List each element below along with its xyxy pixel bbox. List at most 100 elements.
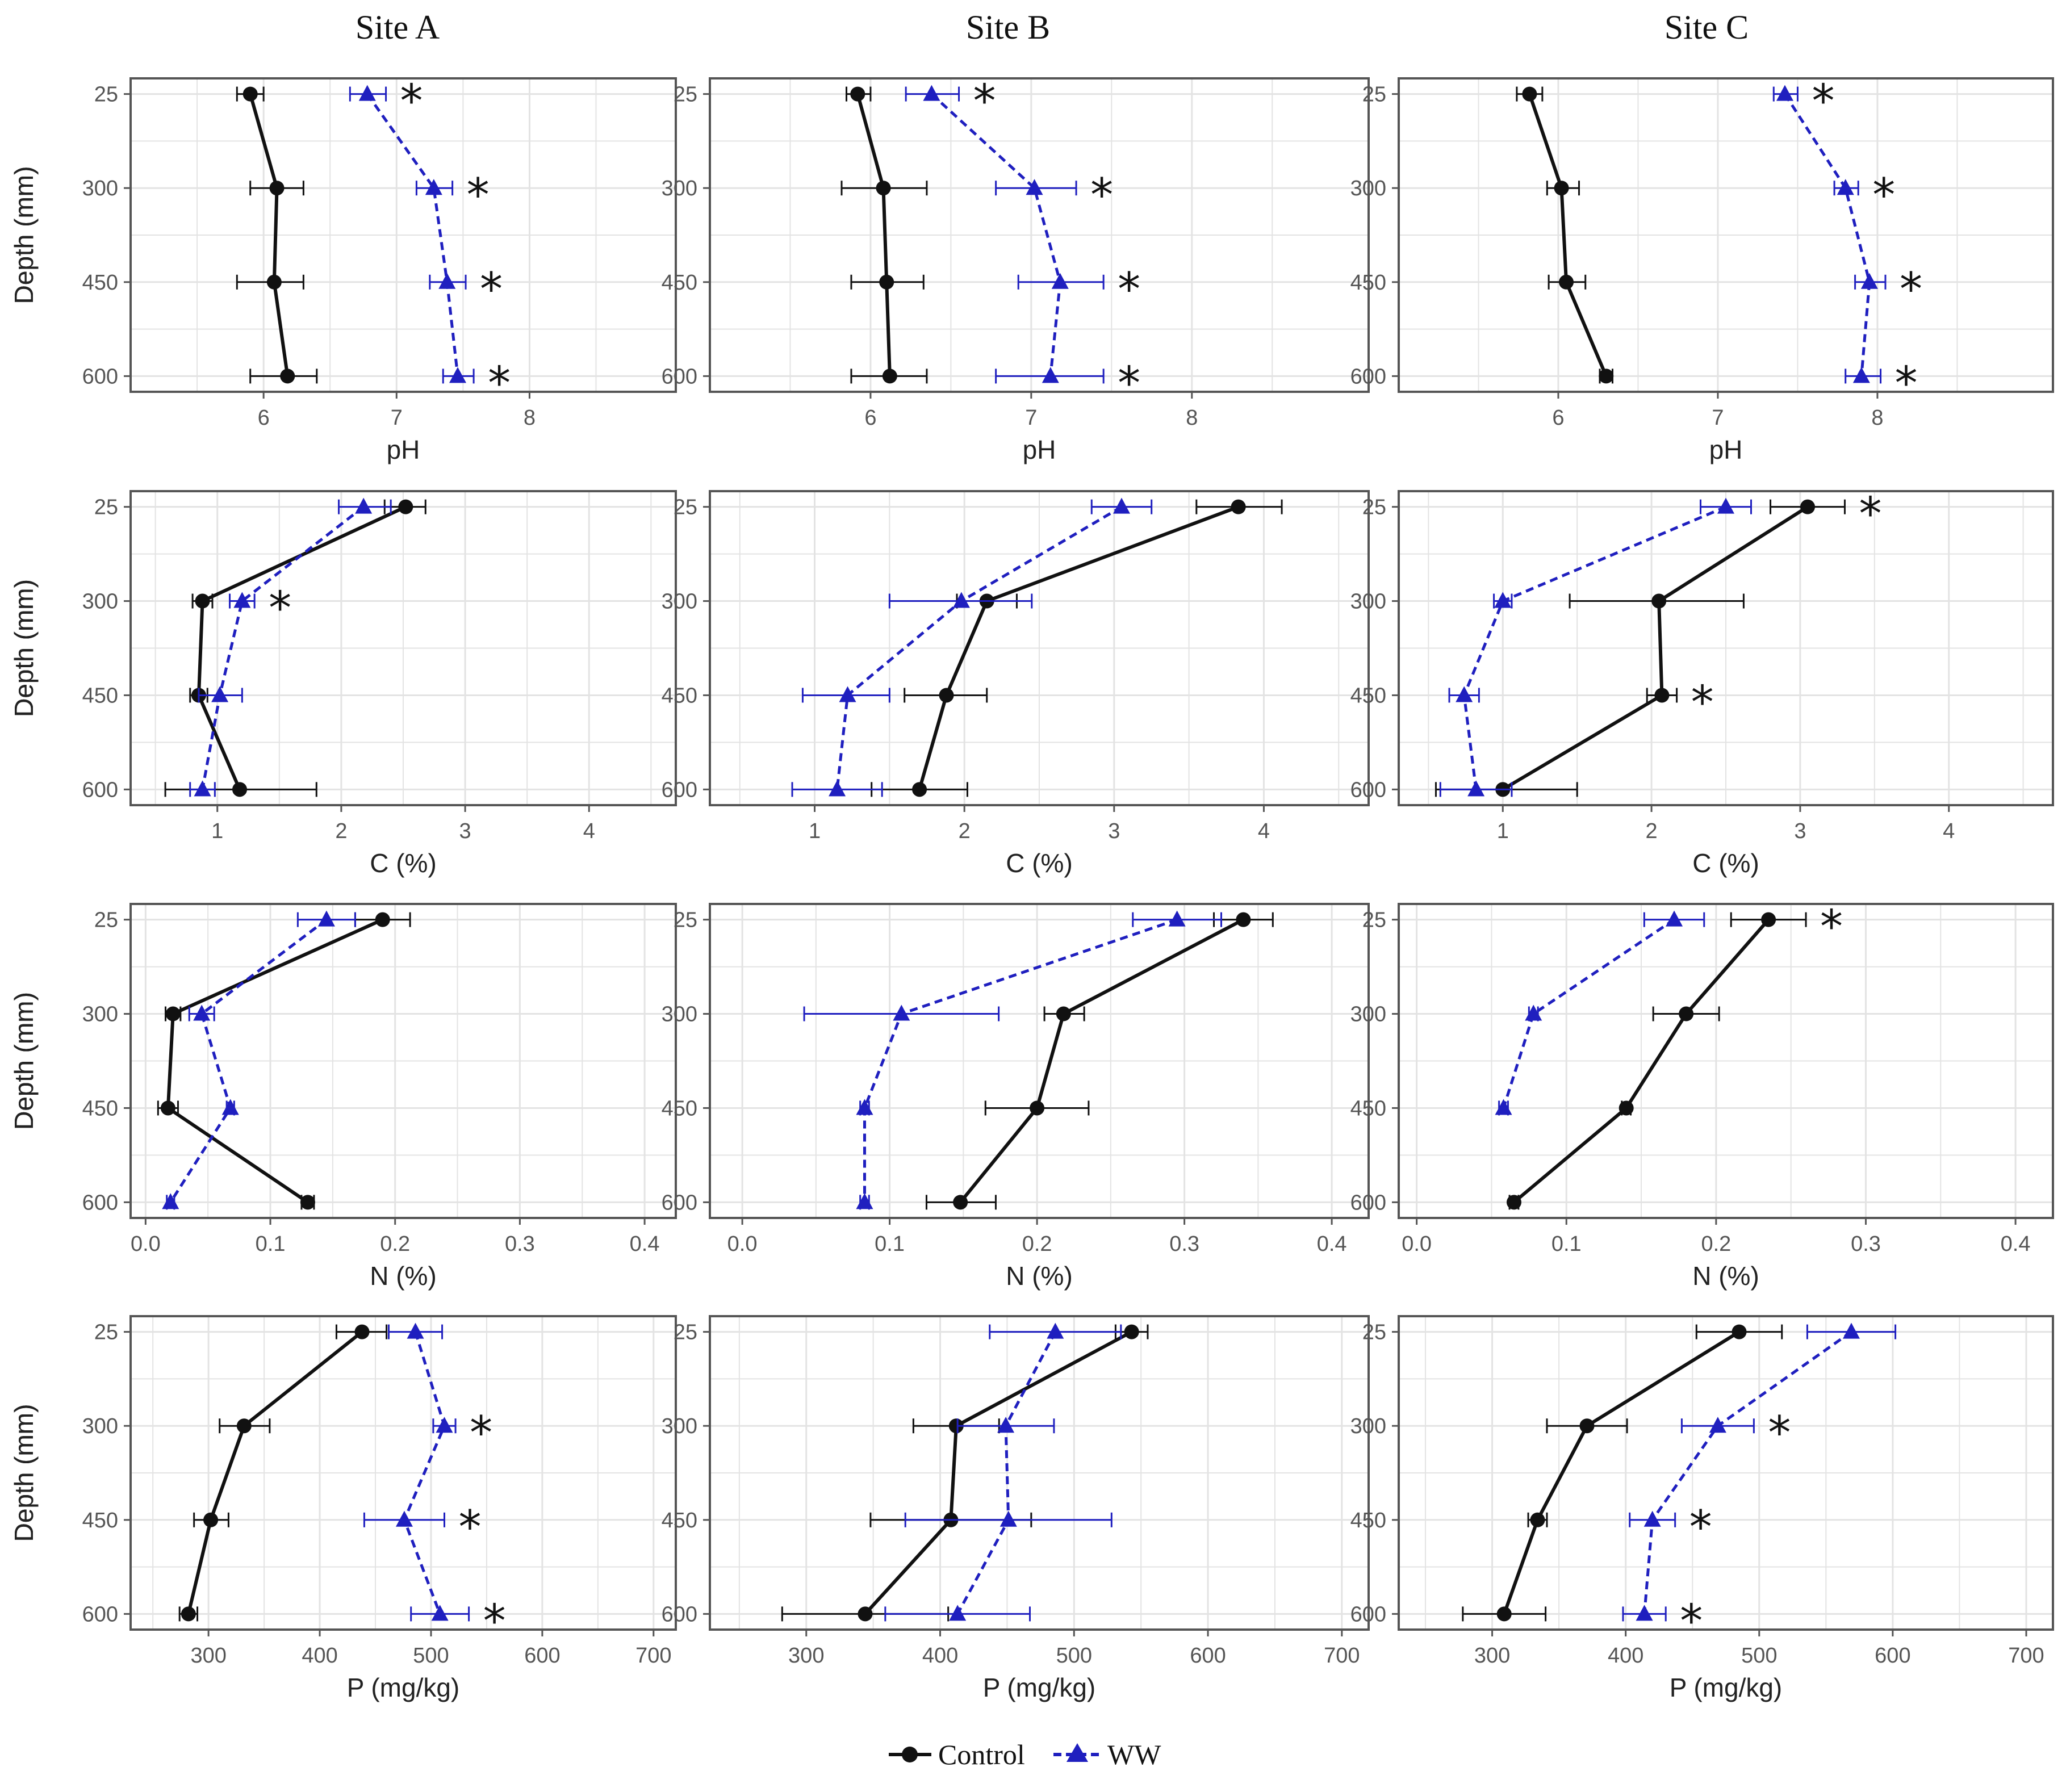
data-point — [1124, 1324, 1139, 1339]
panel-n-site-b: 0.0 0.1 0.2 0.3 0.4 N (%) 25 300 450 600 Depth (mm… — [9, 903, 1370, 1291]
data-point — [1559, 274, 1574, 290]
data-point — [193, 1004, 211, 1021]
y-tick-label: 600 — [82, 1191, 118, 1215]
x-tick-label: 0.2 — [1022, 1232, 1052, 1256]
y-tick-label: 600 — [82, 365, 118, 388]
data-point — [436, 1417, 453, 1433]
y-tick-label: 450 — [1350, 271, 1386, 295]
panel-frame — [709, 1315, 1370, 1631]
panel-frame — [129, 903, 677, 1219]
y-tick-label: 450 — [662, 1096, 697, 1120]
series-line — [959, 918, 1244, 1204]
y-tick-label: 25 — [674, 496, 697, 520]
x-tick-label: 300 — [788, 1644, 824, 1668]
data-point — [1761, 912, 1776, 927]
panel-c-site-a: 1 2 3 4 C (%) 25 300 450 600 Depth (mm) * — [9, 490, 677, 878]
y-tick-label: 300 — [82, 1003, 118, 1027]
panel-p-site-c: 300 400 500 600 700 P (mg/kg) 25 300 450 600 Depth… — [9, 1315, 2054, 1702]
x-tick-label: 7 — [1712, 406, 1724, 430]
data-point — [1654, 688, 1670, 703]
x-tick-label: 2 — [959, 819, 971, 843]
y-tick-label: 450 — [1350, 1509, 1386, 1533]
significance-star: * — [1118, 263, 1140, 316]
series-line — [197, 505, 407, 790]
significance-star: * — [1090, 169, 1113, 221]
x-axis-title: pH — [1709, 435, 1743, 464]
panel-frame — [709, 490, 1370, 806]
data-point — [839, 686, 856, 702]
panel-n-site-c: 0.0 0.1 0.2 0.3 0.4 N (%) 25 300 450 600 Depth (mm… — [9, 901, 2054, 1291]
data-point — [300, 1195, 315, 1210]
panel-c-site-b: 1 2 3 4 C (%) 25 300 450 600 Depth (mm) — [9, 490, 1370, 878]
significance-star: * — [973, 75, 996, 128]
site-title-b: Site B — [966, 9, 1050, 46]
significance-star: * — [1118, 357, 1140, 409]
data-point — [1709, 1417, 1726, 1433]
y-tick-label: 450 — [82, 271, 118, 295]
data-point — [375, 912, 390, 927]
x-axis-title: C (%) — [370, 848, 437, 878]
x-tick-label: 0.3 — [1169, 1232, 1199, 1256]
x-tick-label: 6 — [1552, 406, 1564, 430]
x-tick-label: 600 — [524, 1644, 560, 1668]
series-line — [956, 1331, 1057, 1615]
x-tick-label: 0.3 — [1851, 1232, 1881, 1256]
panel-frame — [1398, 1315, 2054, 1631]
significance-star: * — [1900, 263, 1922, 316]
significance-star: * — [1680, 1594, 1703, 1647]
x-tick-label: 7 — [391, 406, 403, 430]
data-point — [1679, 1006, 1694, 1021]
data-point — [1467, 780, 1485, 797]
series-control — [164, 499, 426, 797]
significance-star: * — [483, 1594, 506, 1647]
series-ww — [363, 1322, 470, 1622]
data-point — [242, 86, 258, 102]
x-axis-title: N (%) — [370, 1261, 437, 1291]
x-tick-label: 0.2 — [1701, 1232, 1731, 1256]
significance-star: * — [269, 582, 291, 635]
panel-frame — [709, 903, 1370, 1219]
significance-star: * — [1895, 357, 1918, 409]
data-point — [1636, 1605, 1653, 1621]
significance-star: * — [470, 1406, 492, 1459]
panel-frame — [1398, 77, 2054, 393]
data-point — [948, 1418, 964, 1434]
data-point — [181, 1606, 196, 1622]
series-line — [930, 93, 1062, 376]
series-ww — [189, 497, 392, 797]
data-point — [280, 369, 295, 384]
series-line — [918, 505, 1239, 790]
significance-star: * — [400, 75, 423, 128]
y-axis-title: Depth (mm) — [9, 992, 39, 1130]
series-control — [1516, 86, 1614, 384]
y-tick-label: 450 — [662, 271, 697, 295]
data-point — [266, 274, 282, 290]
data-point — [1800, 499, 1815, 514]
series-ww — [349, 85, 475, 384]
x-tick-label: 3 — [1794, 819, 1806, 843]
series-line — [201, 505, 365, 790]
y-tick-label: 600 — [662, 365, 697, 388]
data-point — [355, 497, 373, 514]
data-point — [1776, 85, 1793, 101]
significance-star: * — [1859, 488, 1881, 541]
series-line — [166, 918, 383, 1204]
data-point — [449, 367, 466, 383]
panel-frame — [129, 490, 677, 806]
y-tick-label: 450 — [662, 684, 697, 707]
series-ww — [1622, 1322, 1897, 1622]
data-point — [850, 86, 865, 102]
y-axis-title: Depth (mm) — [9, 992, 39, 1130]
data-point — [912, 782, 927, 797]
data-point — [1643, 1510, 1661, 1527]
y-tick-label: 300 — [662, 1414, 697, 1438]
data-point — [1860, 273, 1878, 289]
y-axis-title: Depth (mm) — [9, 166, 39, 304]
data-point — [431, 1605, 449, 1621]
x-tick-label: 0.4 — [1317, 1232, 1347, 1256]
data-point — [236, 1418, 252, 1434]
x-tick-label: 700 — [1324, 1644, 1360, 1668]
